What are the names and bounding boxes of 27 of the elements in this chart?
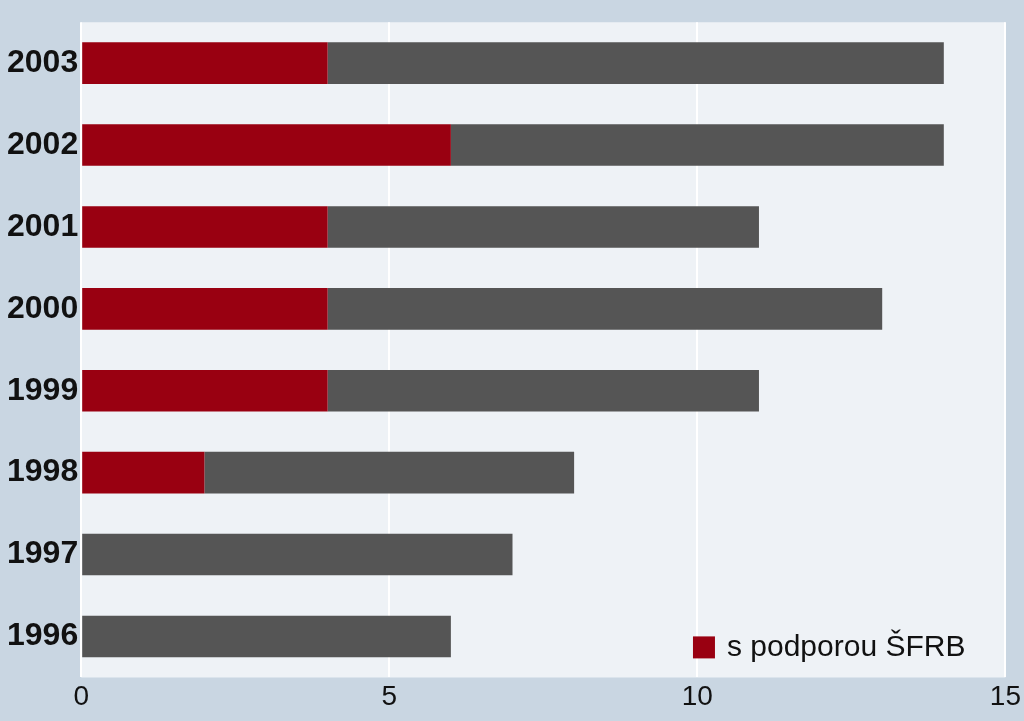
- y-tick-label: 1996: [7, 616, 79, 653]
- x-tick-label: 15: [989, 679, 1022, 711]
- bar: [82, 124, 451, 166]
- bar: [327, 288, 883, 330]
- y-tick-label: 1998: [7, 452, 79, 489]
- bar: [82, 369, 328, 412]
- x-tick-label: 0: [73, 679, 89, 711]
- y-tick-label: 2002: [7, 124, 79, 161]
- bar: [82, 615, 451, 658]
- bar: [327, 206, 759, 248]
- y-tick-label: 1997: [7, 534, 79, 571]
- legend-label: s podporou ŠFRB: [726, 628, 966, 662]
- bar: [82, 533, 513, 576]
- bar: [327, 42, 944, 84]
- y-tick-label: 2000: [7, 288, 79, 325]
- bar: [450, 124, 944, 166]
- y-tick-label: 2001: [7, 206, 79, 243]
- bar: [82, 288, 328, 330]
- bar: [82, 42, 328, 84]
- bar: [204, 451, 575, 494]
- bar: [82, 206, 328, 248]
- x-tick-label: 5: [381, 679, 398, 711]
- x-tick-label: 10: [681, 679, 713, 711]
- bar: [327, 369, 759, 412]
- bar: [82, 451, 205, 494]
- y-tick-label: 1999: [7, 370, 79, 407]
- y-tick-label: 2003: [7, 42, 79, 79]
